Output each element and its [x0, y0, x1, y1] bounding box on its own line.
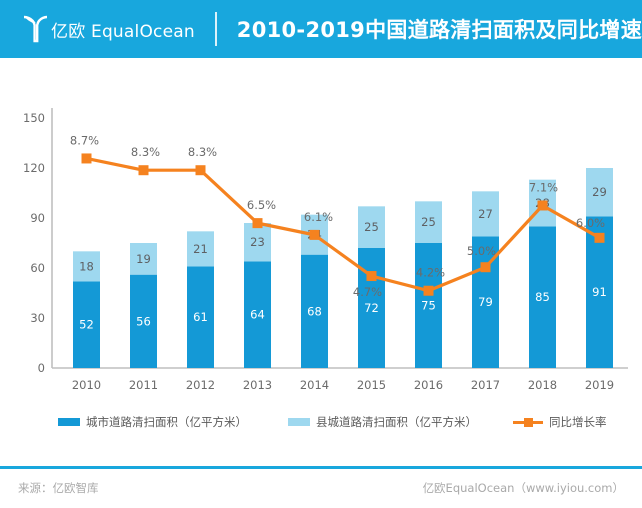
page-title: 2010-2019中国道路清扫面积及同比增速 — [236, 18, 642, 42]
x-axis-tick-label: 2019 — [585, 378, 614, 392]
brand-logo-text: 亿欧 EqualOcean — [51, 21, 195, 42]
growth-rate-marker[interactable] — [423, 285, 434, 296]
y-axis-tick-label: 120 — [23, 161, 45, 175]
bar-segment-county[interactable] — [472, 191, 499, 237]
y-axis-tick-label: 90 — [30, 211, 45, 225]
growth-rate-marker[interactable] — [480, 262, 491, 273]
bar-segment-county[interactable] — [244, 223, 271, 262]
bar-segment-city[interactable] — [187, 266, 214, 368]
growth-rate-line — [84, 156, 602, 293]
bar-value-label-city: 68 — [307, 304, 322, 318]
bar-value-label-city: 52 — [79, 318, 94, 332]
growth-rate-marker[interactable] — [195, 165, 206, 176]
legend-swatch-county — [288, 418, 310, 426]
bar-value-label-county: 19 — [136, 252, 151, 266]
growth-rate-value-label: 6.1% — [304, 210, 333, 224]
growth-rate-marker[interactable] — [366, 271, 377, 282]
bar-segment-city[interactable] — [415, 243, 442, 368]
bar-segment-city[interactable] — [130, 274, 157, 368]
bar-value-label-city: 56 — [136, 314, 151, 328]
y-axis-tick-label: 60 — [30, 261, 45, 275]
bar-segment-city[interactable] — [301, 254, 328, 368]
bar-value-label-city: 72 — [364, 301, 379, 315]
y-axis-tick-label: 150 — [23, 111, 45, 125]
growth-rate-marker[interactable] — [138, 165, 149, 176]
x-axis-tick-label: 2014 — [300, 378, 329, 392]
x-axis-tick-label: 2015 — [357, 378, 386, 392]
bar-value-label-city: 91 — [592, 285, 607, 299]
growth-rate-marker[interactable] — [309, 229, 320, 240]
bar-segment-county[interactable] — [358, 206, 385, 248]
bar-segment-county[interactable] — [73, 251, 100, 282]
growth-rate-value-label: 6.0% — [576, 216, 605, 230]
bar-value-label-county: 27 — [478, 207, 493, 221]
legend-label-county: 县城道路清扫面积（亿平方米） — [316, 415, 477, 429]
bar-value-label-county: 23 — [250, 235, 265, 249]
page-header: 亿欧 EqualOcean 2010-2019中国道路清扫面积及同比增速 — [0, 0, 642, 58]
legend-label-growth: 同比增长率 — [549, 415, 607, 429]
bar-segment-county[interactable] — [415, 201, 442, 243]
legend-item-growth[interactable]: 同比增长率 — [513, 412, 607, 432]
growth-rate-value-label: 6.5% — [247, 198, 276, 212]
bar-segment-city[interactable] — [529, 226, 556, 368]
bar-value-label-city: 61 — [193, 310, 208, 324]
chart-legend: 城市道路清扫面积（亿平方米） 县城道路清扫面积（亿平方米） 同比增长率 — [0, 408, 642, 442]
x-axis-tick-label: 2018 — [528, 378, 557, 392]
growth-rate-marker[interactable] — [252, 218, 263, 229]
bar-segment-city[interactable] — [244, 261, 271, 368]
y-axis-tick-label: 0 — [38, 361, 45, 375]
bar-value-label-county: 29 — [592, 185, 607, 199]
yiou-sprout-logo-icon — [22, 14, 48, 44]
growth-rate-value-label: 7.1% — [529, 180, 558, 194]
growth-rate-marker[interactable] — [537, 200, 548, 211]
growth-rate-value-label: 4.7% — [353, 285, 382, 299]
x-axis-tick-label: 2017 — [471, 378, 500, 392]
growth-rate-marker[interactable] — [81, 153, 92, 164]
legend-item-city[interactable]: 城市道路清扫面积（亿平方米） — [58, 412, 247, 432]
combo-chart: 0 30 60 90 120 150 52 18 2010 56 19 2011 61 21 2012 64 2… — [23, 108, 628, 392]
chart-container: 0 30 60 90 120 150 52 18 2010 56 19 2011 61 21 2012 64 2… — [0, 58, 642, 400]
bar-value-label-city: 64 — [250, 308, 265, 322]
footer-divider — [0, 466, 642, 469]
bar-value-label-county: 25 — [364, 220, 379, 234]
x-axis-tick-label: 2012 — [186, 378, 215, 392]
bar-segment-city[interactable] — [73, 281, 100, 368]
bar-value-label-county: 21 — [193, 242, 208, 256]
bar-segment-county[interactable] — [586, 168, 613, 217]
bar-segment-county[interactable] — [187, 231, 214, 267]
legend-swatch-city — [58, 418, 80, 426]
growth-rate-value-label: 8.7% — [70, 133, 99, 147]
header-divider — [214, 12, 217, 46]
bar-value-label-city: 85 — [535, 290, 550, 304]
x-axis-tick-label: 2010 — [72, 378, 101, 392]
bar-value-label-county: 18 — [79, 259, 94, 273]
page-footer: 来源：亿欧智库 亿欧EqualOcean（www.iyiou.com） — [0, 469, 642, 508]
growth-rate-value-label: 8.3% — [188, 145, 217, 159]
bar-value-label-city: 75 — [421, 299, 436, 313]
legend-line-growth-icon — [513, 413, 543, 431]
growth-rate-value-label: 4.2% — [416, 266, 445, 280]
footer-source: 来源：亿欧智库 — [18, 481, 99, 495]
bar-value-label-city: 79 — [478, 295, 493, 309]
growth-rate-marker[interactable] — [594, 232, 605, 243]
bar-value-label-county: 25 — [421, 215, 436, 229]
bar-segment-county[interactable] — [130, 243, 157, 275]
legend-label-city: 城市道路清扫面积（亿平方米） — [86, 415, 247, 429]
footer-brand: 亿欧EqualOcean（www.iyiou.com） — [422, 481, 624, 495]
growth-rate-value-label: 8.3% — [131, 145, 160, 159]
growth-rate-value-label: 5.0% — [467, 244, 496, 258]
brand-logo: 亿欧 EqualOcean — [22, 11, 195, 47]
x-axis-tick-label: 2013 — [243, 378, 272, 392]
x-axis-tick-label: 2011 — [129, 378, 158, 392]
legend-item-county[interactable]: 县城道路清扫面积（亿平方米） — [288, 412, 477, 432]
x-axis-tick-label: 2016 — [414, 378, 443, 392]
y-axis-tick-label: 30 — [30, 311, 45, 325]
